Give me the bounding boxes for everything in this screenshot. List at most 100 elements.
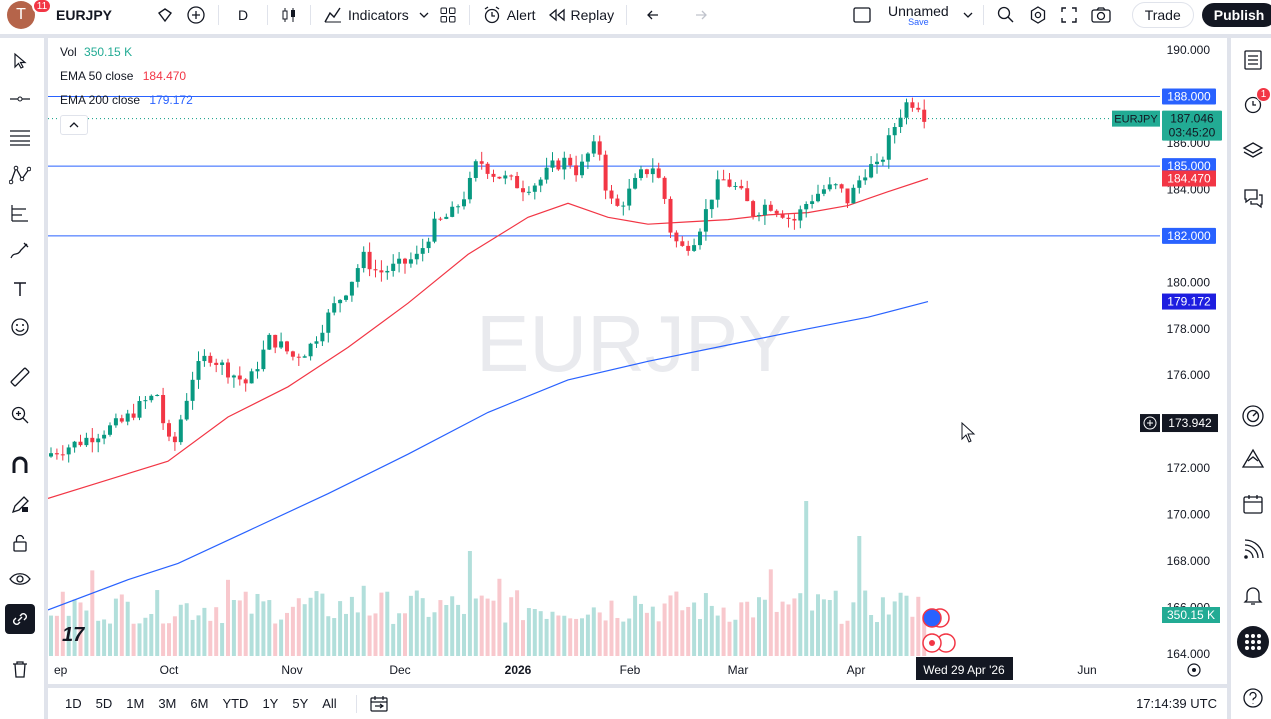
volume-bar bbox=[113, 598, 118, 656]
help-icon[interactable] bbox=[1238, 683, 1268, 713]
products-apps-icon[interactable] bbox=[1237, 626, 1269, 658]
utc-clock[interactable]: 17:14:39 UTC bbox=[1136, 696, 1217, 711]
candle-body bbox=[662, 177, 667, 199]
volume-bar bbox=[178, 604, 183, 656]
candle-body bbox=[538, 179, 543, 186]
range-1d[interactable]: 1D bbox=[65, 696, 82, 711]
volume-bar bbox=[214, 607, 219, 656]
cursor-arrow-icon[interactable] bbox=[5, 46, 35, 76]
brush-icon[interactable] bbox=[5, 236, 35, 266]
replay-button[interactable]: Replay bbox=[542, 1, 621, 29]
indicators-dropdown-chevron-icon[interactable] bbox=[415, 1, 433, 29]
eye-icon[interactable] bbox=[5, 564, 35, 594]
interval-button[interactable]: D bbox=[225, 1, 261, 29]
volume-bar bbox=[285, 612, 289, 656]
range-5y[interactable]: 5Y bbox=[292, 696, 309, 711]
price-chart[interactable]: EURJPY190.000186.000184.000180.000178.00… bbox=[48, 38, 1227, 684]
alert-button[interactable]: Alert bbox=[476, 1, 542, 29]
candle-body bbox=[509, 175, 514, 177]
volume-bar bbox=[863, 590, 868, 656]
settings-gear-icon[interactable] bbox=[1022, 1, 1054, 29]
trade-button[interactable]: Trade bbox=[1126, 1, 1200, 29]
user-avatar[interactable]: T 11 bbox=[7, 0, 52, 29]
bottom-toolbar: 1D 5D 1M 3M 6M YTD 1Y 5Y All 17:14:39 UT… bbox=[48, 688, 1227, 719]
pencil-lock-icon[interactable] bbox=[5, 490, 35, 520]
quick-search-icon[interactable] bbox=[990, 1, 1022, 29]
volume-bar bbox=[550, 611, 555, 656]
trend-line-icon[interactable] bbox=[5, 84, 35, 114]
ideas-triangle-icon[interactable] bbox=[1238, 444, 1268, 474]
range-1y[interactable]: 1Y bbox=[262, 696, 279, 711]
volume-bar bbox=[526, 608, 531, 656]
chart-pane[interactable]: EURJPY 190.000 186.000 184.000 180.000 178.00… bbox=[48, 38, 1227, 684]
trash-icon[interactable] bbox=[5, 654, 35, 684]
volume-bar bbox=[379, 592, 384, 656]
level-price-tag-text: 182.000 bbox=[1167, 229, 1211, 243]
watchlist-icon[interactable] bbox=[1238, 45, 1268, 75]
chart-type-candles-icon[interactable] bbox=[274, 1, 304, 29]
range-5d[interactable]: 5D bbox=[95, 696, 113, 711]
redo-icon[interactable] bbox=[677, 1, 721, 29]
fullscreen-icon[interactable] bbox=[1054, 1, 1084, 29]
candle-body bbox=[768, 204, 773, 211]
candle-body bbox=[143, 400, 148, 402]
candle-body bbox=[60, 454, 65, 456]
ema50-line bbox=[48, 177, 929, 499]
text-tool-icon[interactable] bbox=[5, 274, 35, 304]
magnet-icon[interactable] bbox=[5, 450, 35, 480]
volume-bar bbox=[54, 615, 59, 656]
publish-button[interactable]: Publish bbox=[1200, 1, 1271, 29]
calendar-icon[interactable] bbox=[1238, 489, 1268, 519]
technicals-gauge-icon[interactable] bbox=[1238, 401, 1268, 431]
notifications-bell-icon[interactable] bbox=[1238, 580, 1268, 610]
range-all[interactable]: All bbox=[322, 696, 337, 711]
undo-icon[interactable] bbox=[633, 1, 677, 29]
alerts-clock-icon[interactable]: 1 bbox=[1238, 87, 1271, 119]
price-tick-label: 178.000 bbox=[1167, 322, 1211, 336]
collapse-legend-button[interactable] bbox=[60, 115, 88, 135]
fib-retracement-icon[interactable] bbox=[5, 122, 35, 152]
streams-broadcast-icon[interactable] bbox=[1238, 535, 1268, 565]
candle-body bbox=[184, 400, 189, 420]
range-3m[interactable]: 3M bbox=[158, 696, 177, 711]
templates-grid-icon[interactable] bbox=[433, 1, 463, 29]
forecasting-tool-icon[interactable] bbox=[5, 198, 35, 228]
snapshot-camera-icon[interactable] bbox=[1084, 1, 1118, 29]
range-1m[interactable]: 1M bbox=[126, 696, 145, 711]
go-to-date-calendar-icon[interactable] bbox=[369, 695, 389, 713]
candle-body bbox=[84, 437, 89, 446]
ema50-legend[interactable]: EMA 50 close 184.470 bbox=[60, 69, 186, 83]
range-ytd[interactable]: YTD bbox=[222, 696, 249, 711]
tradingview-logo: 17 bbox=[62, 624, 85, 646]
time-axis-label: 2026 bbox=[505, 663, 532, 677]
chat-icon[interactable] bbox=[1238, 183, 1268, 213]
volume-bar bbox=[456, 604, 461, 656]
candle-body bbox=[119, 418, 124, 422]
indicators-button[interactable]: Indicators bbox=[317, 1, 415, 29]
candle-body bbox=[285, 341, 289, 352]
layout-dropdown-chevron-icon[interactable] bbox=[959, 1, 977, 29]
volume-bar bbox=[167, 623, 171, 656]
symbol-search-button[interactable]: EURJPY bbox=[50, 1, 150, 29]
toolbar-divider bbox=[0, 34, 1271, 38]
lock-icon[interactable] bbox=[5, 528, 35, 558]
ema50-price-tag bbox=[1162, 170, 1216, 187]
pattern-tool-icon[interactable] bbox=[5, 160, 35, 190]
last-price-text: 187.046 bbox=[1170, 112, 1214, 126]
volume-legend[interactable]: Vol 350.15 K bbox=[60, 45, 132, 59]
layout-square-icon[interactable] bbox=[846, 1, 878, 29]
layers-icon[interactable] bbox=[1238, 136, 1268, 166]
candle-body bbox=[916, 107, 921, 110]
layout-name-button[interactable]: Unnamed Save bbox=[878, 1, 959, 29]
emoji-icon[interactable] bbox=[5, 312, 35, 342]
ema200-legend[interactable]: EMA 200 close 179.172 bbox=[60, 93, 193, 107]
candle-body bbox=[485, 163, 490, 174]
link-icon[interactable] bbox=[5, 604, 35, 634]
range-6m[interactable]: 6M bbox=[190, 696, 209, 711]
volume-bar bbox=[544, 618, 549, 656]
level-price-tag-text: 188.000 bbox=[1167, 89, 1211, 103]
add-symbol-icon[interactable] bbox=[180, 1, 212, 29]
ruler-icon[interactable] bbox=[5, 362, 35, 392]
zoom-in-icon[interactable] bbox=[5, 400, 35, 430]
compare-symbol-icon[interactable] bbox=[150, 1, 180, 29]
